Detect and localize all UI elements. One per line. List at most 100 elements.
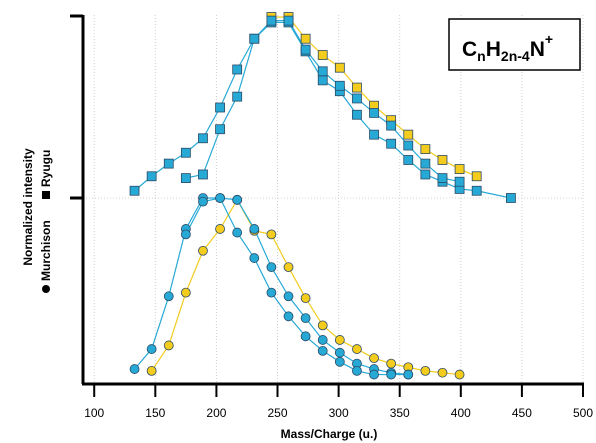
grid [83,15,584,383]
square-point [146,171,157,182]
square-point [300,33,311,44]
series-line-3 [151,198,460,376]
square-point [129,185,140,196]
circle-point [180,287,191,298]
formula-sup-plus: + [545,31,553,47]
square-point [317,75,328,86]
circle-point [300,313,311,324]
square-point [437,173,448,183]
square-point [232,91,243,102]
square-point [317,50,328,60]
circle-point [198,196,208,207]
circle-point [403,369,414,380]
x-ticks: 100 150 200 250 300 350 400 450 500 [84,384,593,420]
circle-point [180,229,191,240]
circle-point [146,344,157,354]
square-point [249,33,260,44]
circle-point [334,335,345,345]
data-points [129,12,516,380]
circle-point [420,365,431,376]
x-tick-label: 200 [206,406,226,420]
formula-h: H [486,38,501,61]
square-point [180,173,191,183]
square-point [506,193,516,203]
square-point [266,15,277,26]
square-point [437,155,448,165]
square-point [386,120,397,131]
square-point [283,15,294,26]
square-point [386,138,397,149]
square-point [352,93,362,104]
series-line-2 [185,20,460,183]
formula-c: C [462,38,477,61]
formula-n: N [530,38,545,61]
square-point [471,185,482,196]
circle-point [352,365,362,376]
series-line-4 [134,197,409,376]
x-tick-label: 150 [145,406,165,420]
x-tick-label: 500 [573,406,593,420]
circle-point [266,262,277,273]
circle-point [317,345,328,356]
circle-point [163,340,174,351]
circle-point [334,347,345,358]
x-tick-label: 300 [329,406,349,420]
legend: Murchison Ryugu [39,150,53,293]
square-point [471,171,482,182]
circle-point [317,335,328,345]
square-point [403,155,414,165]
circle-point [300,293,311,304]
legend-murchison: Murchison [39,220,53,281]
circle-point [129,364,140,374]
circle-point [266,287,277,298]
square-point [403,140,414,151]
square-point [198,169,208,180]
formula-box [448,18,581,71]
square-point [300,44,311,55]
square-point [180,147,191,158]
square-point [163,158,174,169]
x-tick-label: 450 [512,406,532,420]
legend-ryugu: Ryugu [39,150,53,187]
formula-sub-2n4: 2n-4 [501,48,530,64]
square-point [198,133,208,144]
circle-point [249,224,260,234]
square-point [369,129,379,140]
x-axis-title: Mass/Charge (u.) [281,427,378,441]
x-tick-label: 250 [267,406,287,420]
square-point [420,144,431,155]
square-point [334,80,345,91]
formula-text: CnH2n-4N+ [462,31,553,64]
square-point [403,129,414,140]
axes [70,14,584,386]
circle-point [300,331,311,342]
circle-point [232,194,243,205]
y-axis-title-text: Normalized intensity [21,148,35,266]
circle-point [454,369,465,380]
square-point [232,64,243,75]
circle-point [437,367,448,378]
formula-sub-n: n [477,48,486,64]
circle-point [266,229,277,240]
circle-point [386,358,397,369]
x-tick-label: 100 [84,406,104,420]
series-line-1 [134,21,512,199]
circle-point [215,193,225,203]
square-point [352,82,362,93]
circle-point [334,356,345,367]
circle-point [249,253,260,263]
square-point [317,66,328,77]
y-axis-title: Normalized intensity Murchison Ryugu [21,148,53,293]
circle-point [283,262,294,273]
square-point [215,102,225,113]
x-tick-label: 350 [390,406,410,420]
square-point [454,176,465,187]
circle-point [215,224,225,234]
legend-square-marker [42,191,50,199]
circle-point [369,369,379,380]
circle-point [283,311,294,322]
square-point [215,124,225,135]
circle-point [146,365,157,376]
square-point [334,62,345,73]
